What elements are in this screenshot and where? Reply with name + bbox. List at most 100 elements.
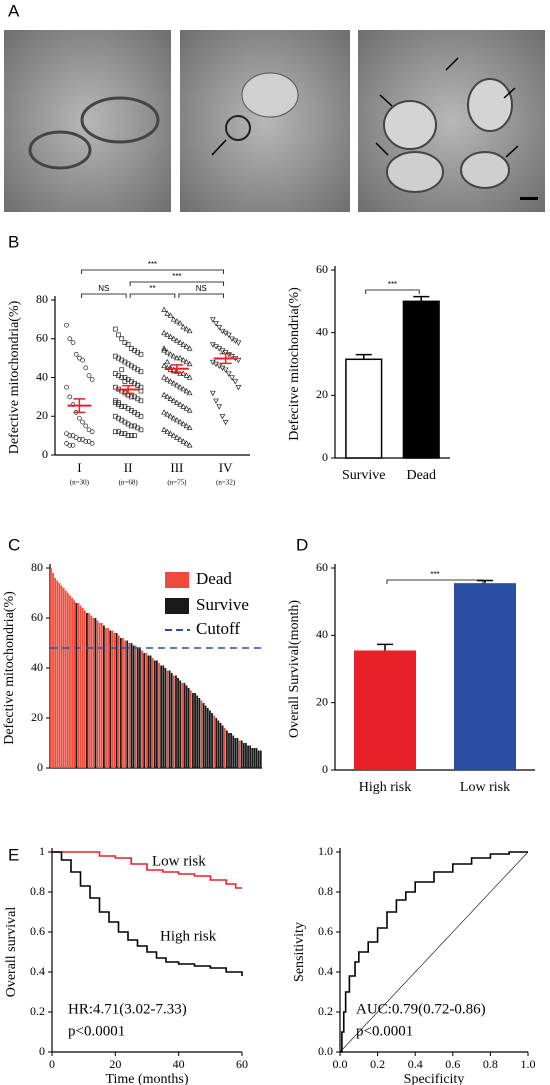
point [235,357,242,364]
y-tick-label: 0 [37,760,43,774]
scale-bar [520,197,538,200]
point [125,433,131,438]
bar [105,628,107,768]
point [138,369,144,375]
annotation: AUC:0.79(0.72-0.86) [356,1001,486,1017]
arrow [379,94,393,107]
bar [107,628,110,768]
bar [128,643,131,768]
point [173,416,180,423]
point [161,391,167,398]
error-bar [73,398,86,414]
panel-label: A [8,1,20,20]
bar [103,625,105,768]
bar [124,640,127,768]
point [86,373,92,378]
panel-label: C [8,535,20,554]
x-tick-label: 0.8 [483,1057,498,1071]
bar [168,670,171,768]
point [183,358,190,365]
legend-swatch [165,572,189,588]
point [235,340,242,346]
bar [172,675,175,768]
point [116,332,121,338]
y-tick-label: 0.4 [30,964,45,978]
y-axis-label: Sensitivity [292,922,307,982]
bar [245,743,247,768]
bar [92,618,95,768]
arrow [505,145,519,158]
bar [71,598,74,768]
error-bar [413,295,430,302]
bar [50,568,52,768]
point [161,362,167,369]
point [138,413,144,419]
significance-bracket [386,579,484,584]
bar [73,600,76,768]
bar [109,630,112,768]
y-tick-label: 0 [322,450,328,464]
error-bar [122,384,135,395]
point [73,351,79,357]
point [164,349,171,355]
bar [90,615,93,768]
bar [145,653,148,768]
point [213,398,219,404]
bar [217,720,220,768]
series-label: Low risk [152,853,206,869]
bar [149,655,152,768]
point [77,415,82,421]
point [119,404,125,409]
panel-label: D [296,535,308,554]
bar [79,605,82,768]
point [89,429,95,435]
x-tick-label: I [77,460,81,475]
bar [211,713,213,768]
bar [196,695,199,768]
x-tick-label: 0.2 [370,1057,385,1071]
significance-bracket [365,289,420,294]
point [119,336,125,342]
point [177,339,183,345]
bar [130,643,133,768]
point [177,401,183,407]
point [167,312,174,318]
bar [230,733,233,768]
point [186,424,193,431]
significance-bracket [129,281,225,286]
y-tick-label: 60 [316,262,328,276]
significance-bracket [178,293,225,298]
bar [225,730,228,768]
significance-label: *** [430,570,439,579]
x-tick-label: Survive [342,468,386,483]
bar [153,660,156,768]
point [119,431,125,437]
point [183,440,190,446]
bar [345,358,383,459]
x-tick-label: 20 [109,1057,121,1071]
y-tick-label: 0.0 [318,1044,333,1058]
bar [158,663,160,768]
point [138,427,144,433]
bar [177,678,180,768]
point [112,326,118,332]
point [161,329,167,336]
legend-label: Cutoff [196,619,240,638]
bar [100,623,103,768]
x-tick-label: Dead [406,468,436,483]
point [170,432,177,438]
x-tick-sublabel: (n=68) [119,479,139,487]
bar [238,740,241,768]
point [170,335,177,341]
point [164,376,171,382]
point [177,418,183,425]
significance-label: *** [172,272,181,281]
bar [187,688,190,768]
bar [185,685,188,768]
point [119,367,125,373]
y-tick-label: 0 [42,447,48,461]
y-tick-label: 80 [36,292,48,306]
point [161,374,167,380]
bar [183,683,186,768]
bar [221,725,224,768]
